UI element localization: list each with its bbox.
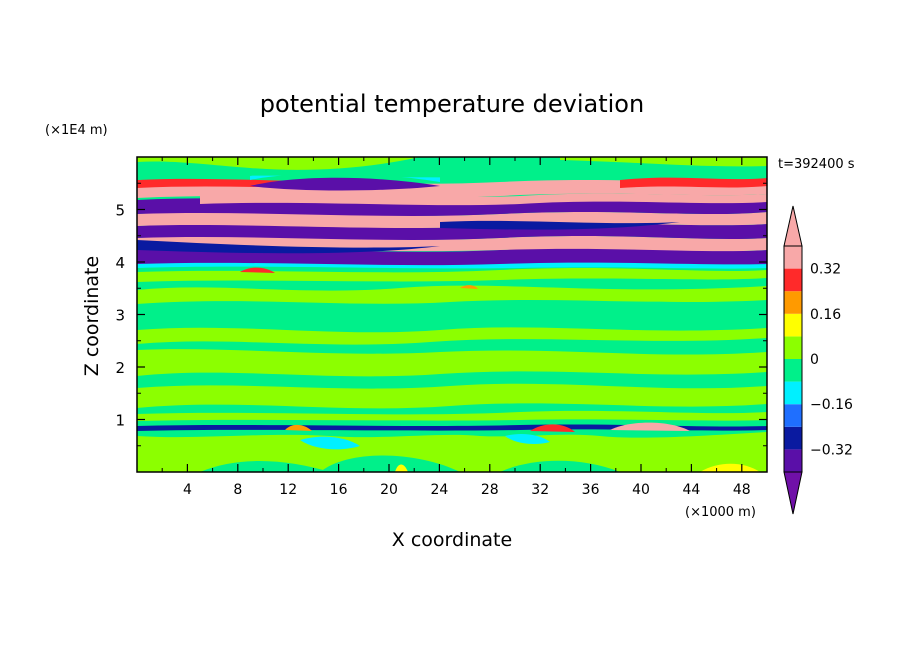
colorbar-swatch: [784, 246, 802, 269]
cool-blob: [300, 436, 360, 450]
colorbar-tick-label: −0.32: [810, 442, 853, 458]
warm-blob: [610, 422, 690, 431]
top-patch: [137, 157, 420, 170]
mid-band: [137, 349, 767, 377]
x-tick-label: 28: [481, 482, 499, 498]
x-tick-label: 8: [233, 482, 242, 498]
lower-patch: [320, 455, 460, 472]
x-tick-label: 24: [430, 482, 448, 498]
warm-blob: [240, 267, 275, 273]
upper-red-band: [620, 177, 767, 188]
lower-patch-warm: [395, 464, 408, 472]
warm-blob: [460, 285, 478, 289]
contour-field: [137, 157, 767, 472]
colorbar-swatch: [784, 291, 802, 314]
x-axis-ticks: 4 8 12 16 20 24 28 32 36 40 44 48: [161, 157, 751, 498]
mid-band: [137, 268, 767, 282]
colorbar-swatch: [784, 336, 802, 359]
y-tick-label: 5: [115, 202, 125, 220]
upper-navy-band: [137, 240, 440, 254]
lower-band-region: [137, 432, 767, 472]
x-unit-label: (×1000 m): [685, 505, 756, 520]
colorbar-tick-label: 0.16: [810, 307, 841, 323]
colorbar-swatch: [784, 313, 802, 337]
mid-band: [137, 410, 767, 421]
y-tick-label: 4: [115, 254, 125, 272]
colorbar-tick-label: 0: [810, 352, 819, 368]
x-tick-label: 20: [380, 482, 398, 498]
colorbar: 0.32 0.16 0 −0.16 −0.32: [783, 205, 853, 515]
x-axis-label: X coordinate: [392, 529, 512, 551]
cool-blob: [505, 434, 550, 444]
colorbar-swatch: [784, 381, 802, 405]
colorbar-swatch: [784, 359, 802, 382]
y-axis-label: Z coordinate: [81, 256, 103, 376]
y-unit-label: (×1E4 m): [45, 123, 108, 138]
upper-pink-band: [137, 212, 767, 228]
upper-navy-band: [440, 220, 680, 230]
colorbar-swatch: [784, 404, 802, 427]
colorbar-swatch: [784, 268, 802, 292]
y-axis-ticks: 1 2 3 4 5: [115, 182, 767, 447]
upper-purple-band: [250, 177, 440, 191]
warm-blob: [285, 424, 312, 431]
colorbar-tick-label: −0.16: [810, 397, 853, 413]
x-tick-label: 40: [632, 482, 650, 498]
lower-patch: [200, 461, 330, 472]
mid-band: [137, 327, 767, 345]
y-tick-label: 3: [115, 307, 125, 325]
chart-title: potential temperature deviation: [260, 90, 644, 118]
x-tick-label: 32: [531, 482, 549, 498]
colorbar-swatch: [784, 426, 802, 450]
top-patch: [560, 157, 767, 167]
y-tick-label: 2: [115, 359, 125, 377]
colorbar-swatch: [784, 449, 802, 472]
colorbar-frame: [783, 245, 803, 473]
colorbar-tick-label: 0.32: [810, 262, 841, 278]
colorbar-top-arrow: [783, 205, 803, 247]
lower-patch-warm: [700, 463, 760, 472]
mid-band: [137, 383, 767, 409]
x-tick-label: 48: [733, 482, 751, 498]
y-tick-label: 1: [115, 412, 125, 430]
x-tick-label: 4: [183, 482, 192, 498]
x-tick-label: 16: [330, 482, 348, 498]
colorbar-bottom-arrow: [783, 471, 803, 515]
time-label: t=392400 s: [778, 157, 855, 172]
mid-band: [137, 285, 767, 304]
x-tick-label: 36: [582, 482, 600, 498]
warm-blob: [530, 424, 575, 432]
x-tick-label: 12: [279, 482, 297, 498]
x-tick-label: 44: [682, 482, 700, 498]
